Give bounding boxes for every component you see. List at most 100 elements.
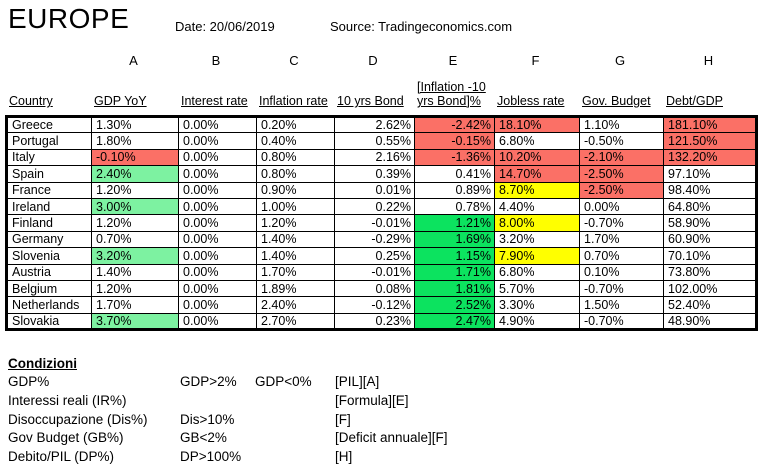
data-cell[interactable]: 3.00% (91, 197, 179, 216)
data-cell[interactable]: 0.25% (334, 247, 415, 265)
data-cell[interactable]: -0.29% (334, 230, 415, 249)
data-cell[interactable]: 0.00% (178, 230, 257, 249)
data-cell[interactable]: 132.20% (663, 148, 757, 167)
data-cell[interactable]: 0.22% (334, 197, 415, 216)
data-cell[interactable]: 0.39% (334, 165, 415, 183)
data-cell[interactable]: 0.00% (178, 247, 257, 265)
data-cell[interactable]: 2.40% (91, 165, 179, 183)
data-cell[interactable]: 0.00% (579, 197, 664, 216)
data-cell[interactable]: 0.00% (178, 165, 257, 183)
data-cell[interactable]: 8.70% (494, 181, 580, 199)
data-cell[interactable]: 1.89% (256, 279, 335, 298)
data-cell[interactable]: 0.90% (256, 181, 335, 199)
country-cell[interactable]: Germany (6, 230, 92, 249)
data-cell[interactable]: 0.00% (178, 312, 257, 331)
country-cell[interactable]: Greece (6, 115, 92, 134)
country-cell[interactable]: Portugal (6, 132, 92, 150)
country-cell[interactable]: Finland (6, 214, 92, 232)
data-cell[interactable]: 0.00% (178, 148, 257, 167)
data-cell[interactable]: 14.70% (494, 165, 580, 183)
data-cell[interactable]: 18.10% (494, 115, 580, 134)
country-cell[interactable]: Slovakia (6, 312, 92, 331)
data-cell[interactable]: 1.40% (91, 263, 179, 281)
data-cell[interactable]: 64.80% (663, 197, 757, 216)
country-cell[interactable]: Austria (6, 263, 92, 281)
data-cell[interactable]: 3.30% (494, 296, 580, 314)
data-cell[interactable]: 0.00% (178, 296, 257, 314)
data-cell[interactable]: 0.00% (178, 181, 257, 199)
data-cell[interactable]: 58.90% (663, 214, 757, 232)
data-cell[interactable]: -2.50% (579, 181, 664, 199)
data-cell[interactable]: 1.20% (91, 279, 179, 298)
data-cell[interactable]: 121.50% (663, 132, 757, 150)
country-cell[interactable]: Ireland (6, 197, 92, 216)
data-cell[interactable]: 3.20% (91, 247, 179, 265)
data-cell[interactable]: 1.80% (91, 132, 179, 150)
data-cell[interactable]: 0.80% (256, 165, 335, 183)
data-cell[interactable]: 2.16% (334, 148, 415, 167)
data-cell[interactable]: 52.40% (663, 296, 757, 314)
data-cell[interactable]: 0.70% (579, 247, 664, 265)
data-cell[interactable]: 73.80% (663, 263, 757, 281)
data-cell[interactable]: 10.20% (494, 148, 580, 167)
data-cell[interactable]: 1.40% (256, 247, 335, 265)
data-cell[interactable]: 0.00% (178, 263, 257, 281)
data-cell[interactable]: 6.80% (494, 263, 580, 281)
data-cell[interactable]: 0.00% (178, 115, 257, 134)
data-cell[interactable]: 0.01% (334, 181, 415, 199)
data-cell[interactable]: 1.20% (91, 214, 179, 232)
data-cell[interactable]: 0.10% (579, 263, 664, 281)
data-cell[interactable]: 0.00% (178, 197, 257, 216)
data-cell[interactable]: -2.50% (579, 165, 664, 183)
data-cell[interactable]: 0.70% (91, 230, 179, 249)
data-cell[interactable]: -1.36% (414, 148, 495, 167)
data-cell[interactable]: 2.52% (414, 296, 495, 314)
data-cell[interactable]: 1.70% (91, 296, 179, 314)
country-cell[interactable]: France (6, 181, 92, 199)
country-cell[interactable]: Belgium (6, 279, 92, 298)
data-cell[interactable]: 1.40% (256, 230, 335, 249)
data-cell[interactable]: -0.50% (579, 132, 664, 150)
data-cell[interactable]: 1.69% (414, 230, 495, 249)
data-cell[interactable]: -0.01% (334, 263, 415, 281)
country-cell[interactable]: Netherlands (6, 296, 92, 314)
data-cell[interactable]: -0.70% (579, 279, 664, 298)
data-cell[interactable]: 4.40% (494, 197, 580, 216)
data-cell[interactable]: 60.90% (663, 230, 757, 249)
data-cell[interactable]: 0.20% (256, 115, 335, 134)
country-cell[interactable]: Italy (6, 148, 92, 167)
data-cell[interactable]: 1.70% (579, 230, 664, 249)
data-cell[interactable]: 2.40% (256, 296, 335, 314)
data-cell[interactable]: 0.41% (414, 165, 495, 183)
data-cell[interactable]: 6.80% (494, 132, 580, 150)
data-cell[interactable]: 3.20% (494, 230, 580, 249)
data-cell[interactable]: 2.70% (256, 312, 335, 331)
data-cell[interactable]: 1.81% (414, 279, 495, 298)
data-cell[interactable]: 1.15% (414, 247, 495, 265)
data-cell[interactable]: 0.80% (256, 148, 335, 167)
data-cell[interactable]: 0.00% (178, 279, 257, 298)
data-cell[interactable]: -2.42% (414, 115, 495, 134)
data-cell[interactable]: 4.90% (494, 312, 580, 331)
data-cell[interactable]: 0.00% (178, 132, 257, 150)
data-cell[interactable]: 1.50% (579, 296, 664, 314)
data-cell[interactable]: 1.20% (91, 181, 179, 199)
data-cell[interactable]: 0.78% (414, 197, 495, 216)
data-cell[interactable]: 1.00% (256, 197, 335, 216)
data-cell[interactable]: 1.30% (91, 115, 179, 134)
data-cell[interactable]: 48.90% (663, 312, 757, 331)
data-cell[interactable]: -0.01% (334, 214, 415, 232)
data-cell[interactable]: 0.40% (256, 132, 335, 150)
data-cell[interactable]: 102.00% (663, 279, 757, 298)
data-cell[interactable]: 0.08% (334, 279, 415, 298)
data-cell[interactable]: 5.70% (494, 279, 580, 298)
data-cell[interactable]: 97.10% (663, 165, 757, 183)
data-cell[interactable]: 1.71% (414, 263, 495, 281)
data-cell[interactable]: 0.23% (334, 312, 415, 331)
data-cell[interactable]: 181.10% (663, 115, 757, 134)
data-cell[interactable]: 0.89% (414, 181, 495, 199)
data-cell[interactable]: 7.90% (494, 247, 580, 265)
data-cell[interactable]: 3.70% (91, 312, 179, 331)
data-cell[interactable]: 2.47% (414, 312, 495, 331)
data-cell[interactable]: -0.10% (91, 148, 179, 167)
